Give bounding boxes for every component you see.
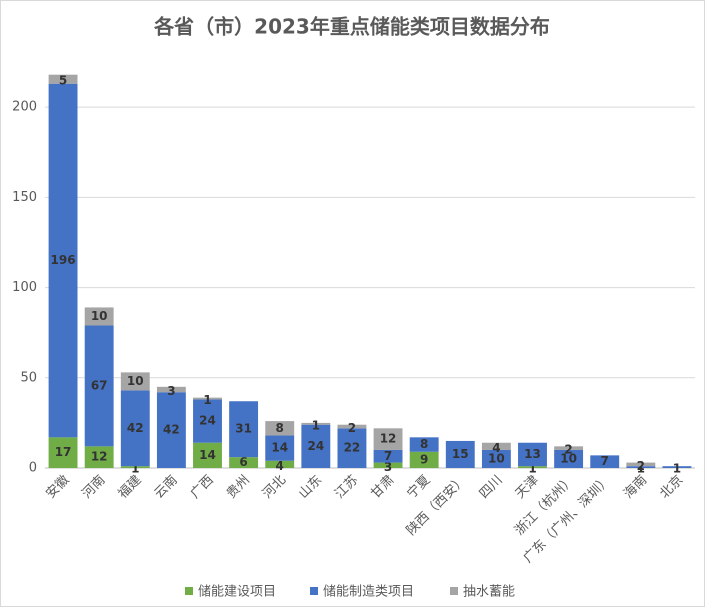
value-label: 2: [564, 443, 572, 457]
value-label: 1: [312, 418, 320, 432]
value-label: 7: [601, 454, 609, 468]
value-label: 15: [452, 447, 469, 461]
value-label: 14: [271, 441, 288, 455]
bar-segment: [518, 442, 547, 467]
value-label: 1: [131, 462, 139, 476]
bar-segment: [373, 428, 403, 450]
value-label: 24: [199, 414, 216, 428]
bar-segment: [48, 437, 78, 468]
value-label: 22: [344, 441, 361, 455]
bar-segment: [337, 428, 367, 468]
value-label: 10: [127, 374, 144, 388]
legend-swatch: [185, 587, 193, 595]
bar-segment: [48, 74, 78, 84]
bar-segment: [193, 399, 222, 443]
value-label: 1: [528, 462, 536, 476]
bar-segment: [229, 457, 259, 468]
value-label: 8: [276, 421, 284, 435]
bar-segment: [156, 392, 186, 468]
bar-segment: [373, 449, 403, 463]
value-label: 42: [163, 423, 180, 437]
value-label: 10: [560, 451, 577, 465]
value-label: 1: [673, 462, 681, 476]
bar-segment: [518, 466, 547, 468]
y-tick-label: 200: [12, 100, 37, 115]
legend-swatch: [310, 587, 318, 595]
bar-segment: [373, 462, 403, 468]
bar-segment: [301, 424, 331, 468]
bar-segment: [120, 372, 150, 391]
value-label: 13: [524, 447, 541, 461]
bar-segment: [265, 460, 295, 468]
bar-segment: [156, 386, 186, 393]
bar-segment: [48, 83, 78, 438]
bar-segment: [265, 435, 295, 461]
legend-label: 抽水蓄能: [463, 585, 515, 600]
bar-segment: [229, 401, 259, 458]
bar-segment: [120, 390, 150, 467]
value-label: 12: [91, 450, 108, 464]
bar-segment: [554, 449, 584, 468]
bar-segment: [554, 446, 584, 450]
bar-segment: [301, 422, 331, 425]
bar-segment: [193, 442, 222, 468]
value-label: 24: [307, 439, 324, 453]
bar-segment: [626, 462, 656, 467]
value-label: 10: [488, 451, 505, 465]
value-label: 196: [51, 253, 76, 267]
bar-segment: [481, 449, 511, 468]
value-label: 3: [167, 384, 175, 398]
legend-swatch: [450, 587, 458, 595]
chart-title: 各省（市）2023年重点储能类项目数据分布: [153, 15, 550, 39]
y-tick-label: 50: [20, 370, 37, 385]
value-label: 4: [276, 459, 284, 473]
value-label: 4: [492, 441, 500, 455]
value-label: 5: [59, 74, 67, 88]
bar-segment: [84, 325, 114, 447]
y-tick-label: 100: [12, 280, 37, 295]
y-tick-label: 0: [29, 461, 37, 476]
bar-segment: [481, 442, 511, 450]
bar-segment: [193, 397, 222, 400]
value-label: 7: [384, 449, 392, 463]
bar-segment: [84, 307, 114, 326]
value-label: 31: [235, 422, 252, 436]
bar-segment: [409, 437, 439, 452]
bar-segment: [265, 421, 295, 436]
value-label: 8: [420, 437, 428, 451]
value-label: 1: [203, 393, 211, 407]
bar-segment: [120, 466, 150, 468]
bar-segment: [590, 455, 620, 468]
value-label: 67: [91, 378, 108, 392]
bar-segment: [409, 451, 439, 468]
bar-segment: [84, 446, 114, 468]
value-label: 12: [380, 432, 397, 446]
value-label: 9: [420, 452, 428, 466]
value-label: 2: [348, 421, 356, 435]
legend-label: 储能制造类项目: [323, 585, 414, 600]
value-label: 10: [91, 309, 108, 323]
value-label: 6: [239, 455, 247, 469]
bar-segment: [337, 424, 367, 429]
value-label: 42: [127, 421, 144, 435]
bar-segment: [626, 466, 656, 468]
value-label: 2: [637, 459, 645, 473]
y-tick-label: 150: [12, 190, 37, 205]
bar-segment: [662, 466, 692, 468]
value-label: 17: [55, 445, 72, 459]
legend-label: 储能建设项目: [198, 585, 276, 600]
bar-segment: [445, 440, 475, 468]
value-label: 1: [637, 462, 645, 476]
value-label: 14: [199, 448, 216, 462]
value-label: 3: [384, 460, 392, 474]
